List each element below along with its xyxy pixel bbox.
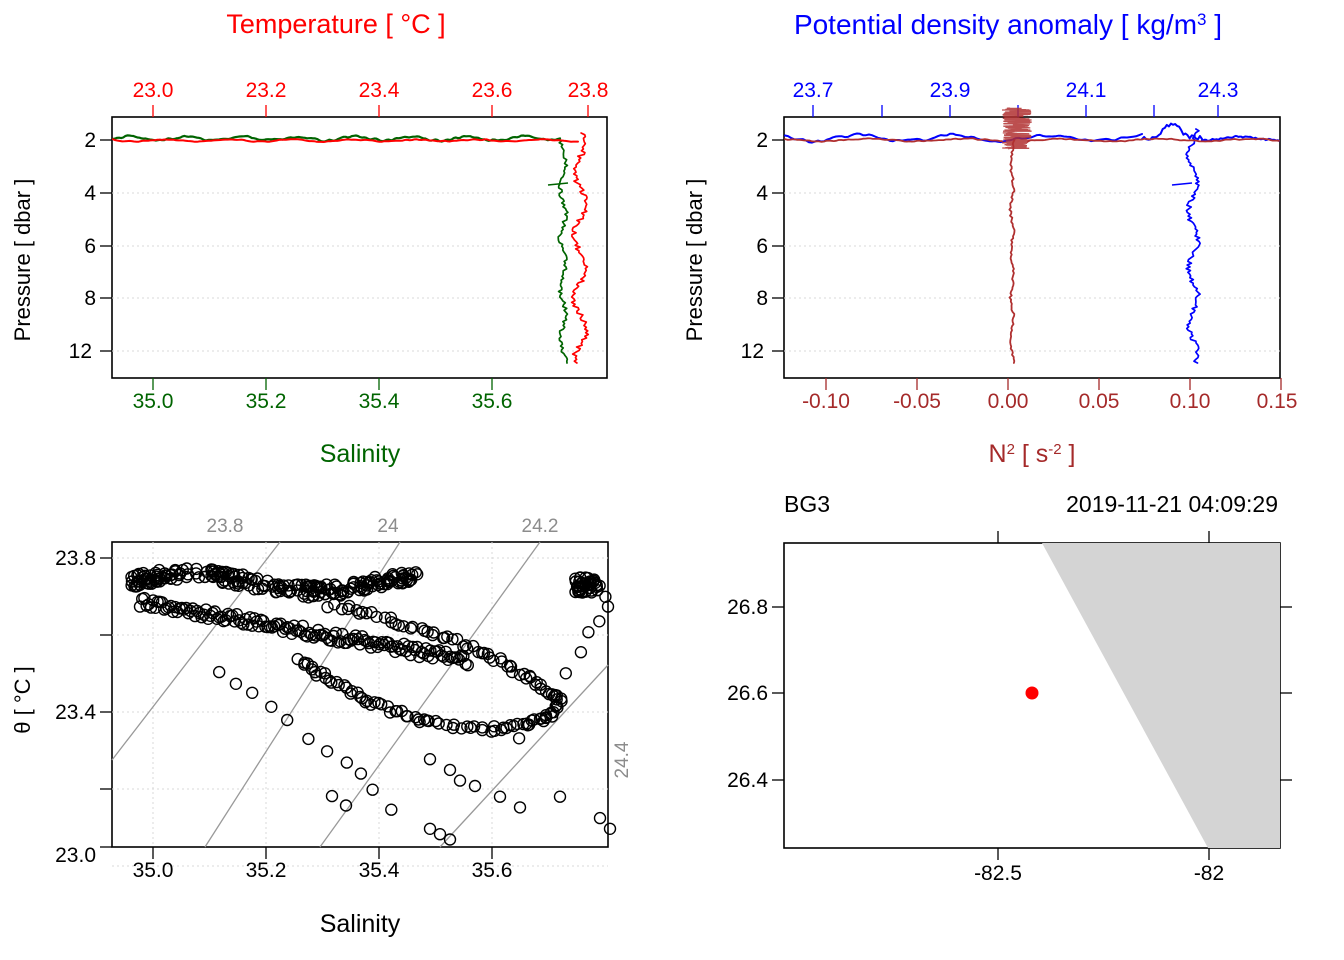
svg-text:35.0: 35.0	[133, 859, 174, 882]
svg-text:23.4: 23.4	[55, 701, 96, 724]
svg-text:-0.05: -0.05	[893, 390, 941, 413]
svg-text:N2 [ s-2 ]: N2 [ s-2 ]	[989, 440, 1076, 468]
svg-text:2: 2	[756, 129, 768, 152]
svg-text:24.4: 24.4	[612, 741, 633, 778]
svg-text:35.0: 35.0	[133, 390, 174, 413]
svg-text:35.2: 35.2	[246, 390, 287, 413]
svg-text:35.2: 35.2	[246, 859, 287, 882]
svg-text:0.15: 0.15	[1257, 390, 1298, 413]
svg-text:8: 8	[756, 287, 768, 310]
svg-text:24.1: 24.1	[1066, 79, 1107, 102]
svg-text:8: 8	[84, 287, 96, 310]
svg-text:-0.10: -0.10	[802, 390, 850, 413]
svg-text:23.0: 23.0	[133, 79, 174, 102]
svg-text:2: 2	[84, 129, 96, 152]
svg-text:26.4: 26.4	[727, 769, 768, 792]
svg-text:12: 12	[741, 340, 764, 363]
svg-text:BG3: BG3	[784, 491, 830, 517]
svg-text:0.00: 0.00	[988, 390, 1029, 413]
svg-text:26.8: 26.8	[727, 596, 768, 619]
svg-text:Salinity: Salinity	[320, 440, 401, 468]
svg-text:26.6: 26.6	[727, 682, 768, 705]
svg-text:Salinity: Salinity	[320, 910, 401, 938]
svg-text:24.3: 24.3	[1198, 79, 1239, 102]
svg-text:23.8: 23.8	[207, 516, 244, 537]
svg-text:12: 12	[69, 340, 92, 363]
svg-text:4: 4	[756, 182, 768, 205]
svg-text:23.2: 23.2	[246, 79, 287, 102]
svg-text:Potential density anomaly [ kg: Potential density anomaly [ kg/m3 ]	[794, 9, 1222, 40]
svg-text:23.6: 23.6	[472, 79, 513, 102]
svg-text:35.4: 35.4	[359, 390, 400, 413]
svg-text:Pressure [ dbar ]: Pressure [ dbar ]	[682, 179, 707, 342]
svg-text:23.8: 23.8	[55, 547, 96, 570]
svg-text:6: 6	[756, 235, 768, 258]
svg-text:0.05: 0.05	[1079, 390, 1120, 413]
svg-text:Pressure [ dbar ]: Pressure [ dbar ]	[10, 179, 35, 342]
svg-text:24: 24	[377, 516, 399, 537]
svg-text:2019-11-21 04:09:29: 2019-11-21 04:09:29	[1066, 491, 1278, 517]
svg-text:Temperature [ °C ]: Temperature [ °C ]	[226, 9, 445, 39]
svg-text:6: 6	[84, 235, 96, 258]
svg-text:4: 4	[84, 182, 96, 205]
svg-text:-82: -82	[1194, 862, 1224, 885]
svg-text:23.7: 23.7	[793, 79, 834, 102]
svg-text:35.6: 35.6	[472, 859, 513, 882]
svg-text:24.2: 24.2	[522, 516, 559, 537]
svg-text:23.4: 23.4	[359, 79, 400, 102]
svg-text:23.8: 23.8	[568, 79, 609, 102]
svg-text:0.10: 0.10	[1170, 390, 1211, 413]
svg-text:23.0: 23.0	[55, 844, 96, 867]
svg-text:-82.5: -82.5	[974, 862, 1022, 885]
svg-text:23.9: 23.9	[930, 79, 971, 102]
svg-text:θ [ °C ]: θ [ °C ]	[10, 666, 35, 733]
svg-text:35.4: 35.4	[359, 859, 400, 882]
svg-text:35.6: 35.6	[472, 390, 513, 413]
